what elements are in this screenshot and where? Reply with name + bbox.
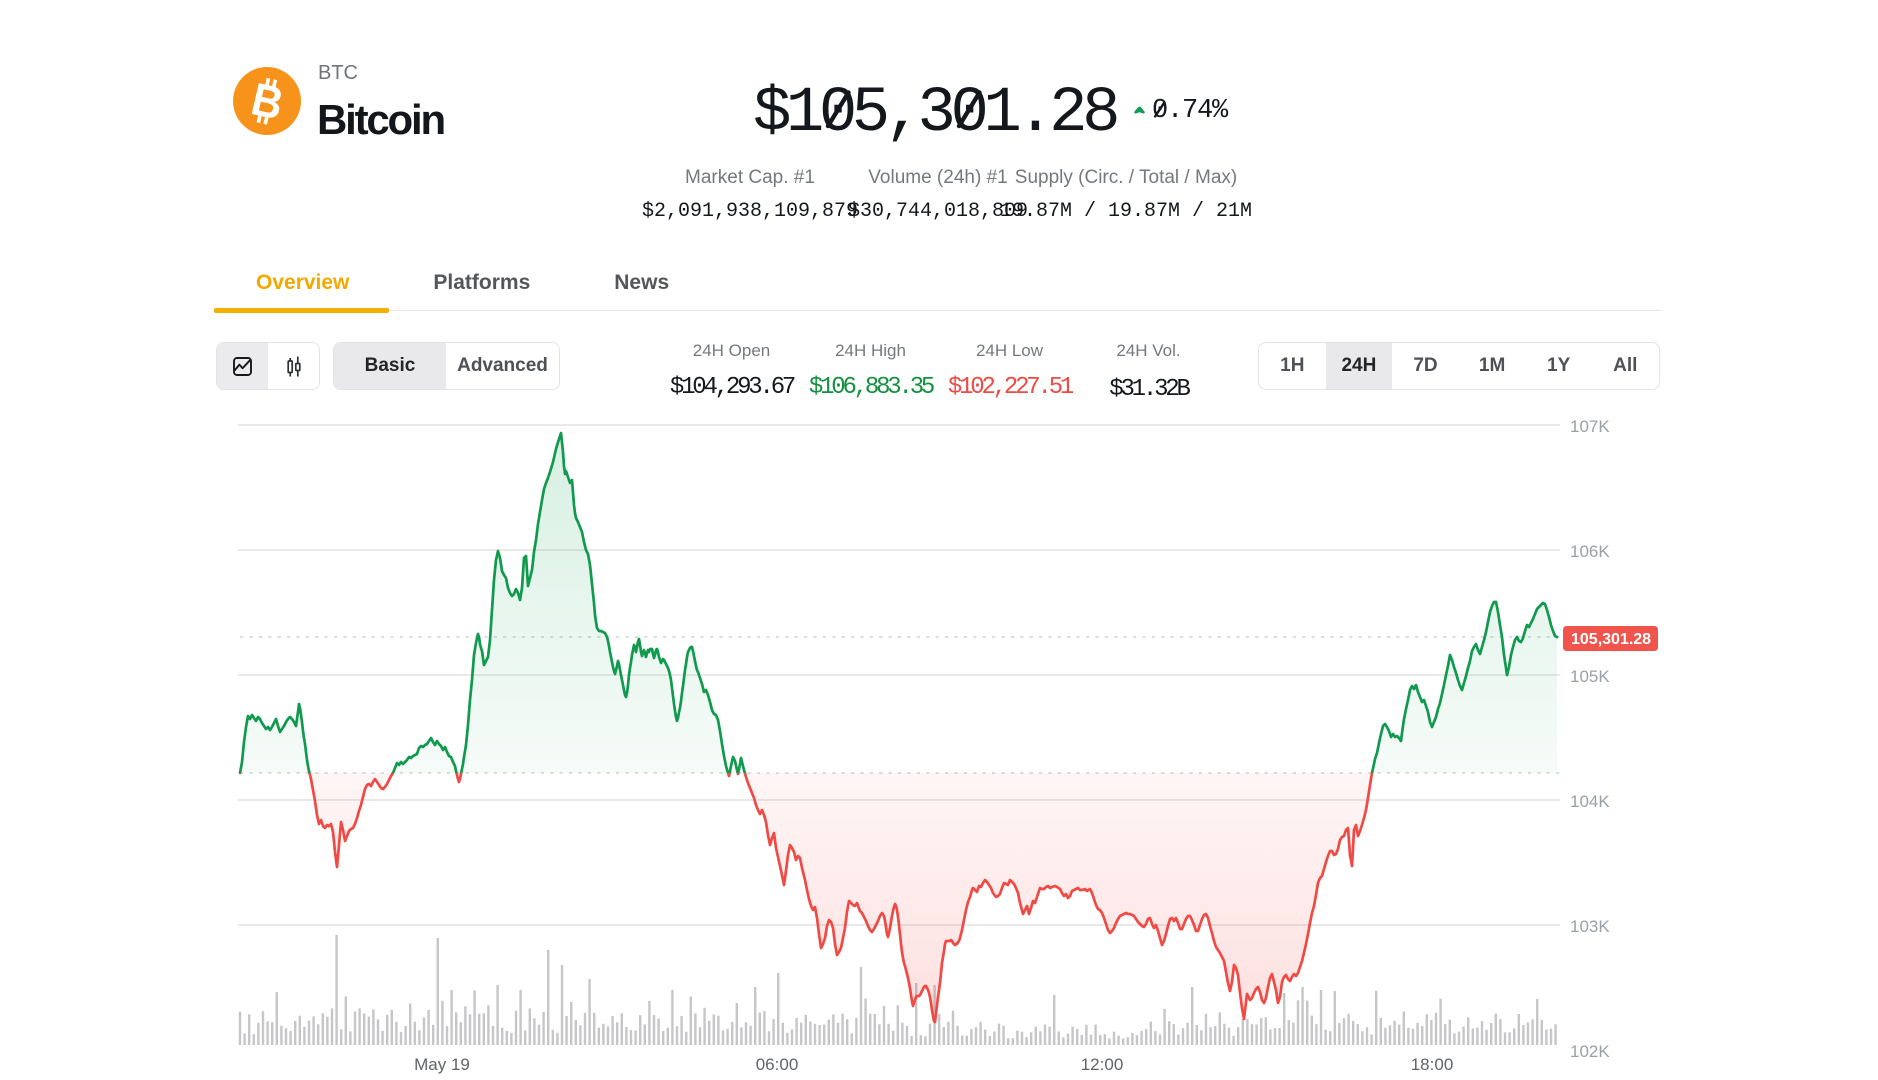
svg-text:105,301.28: 105,301.28	[1571, 631, 1651, 648]
